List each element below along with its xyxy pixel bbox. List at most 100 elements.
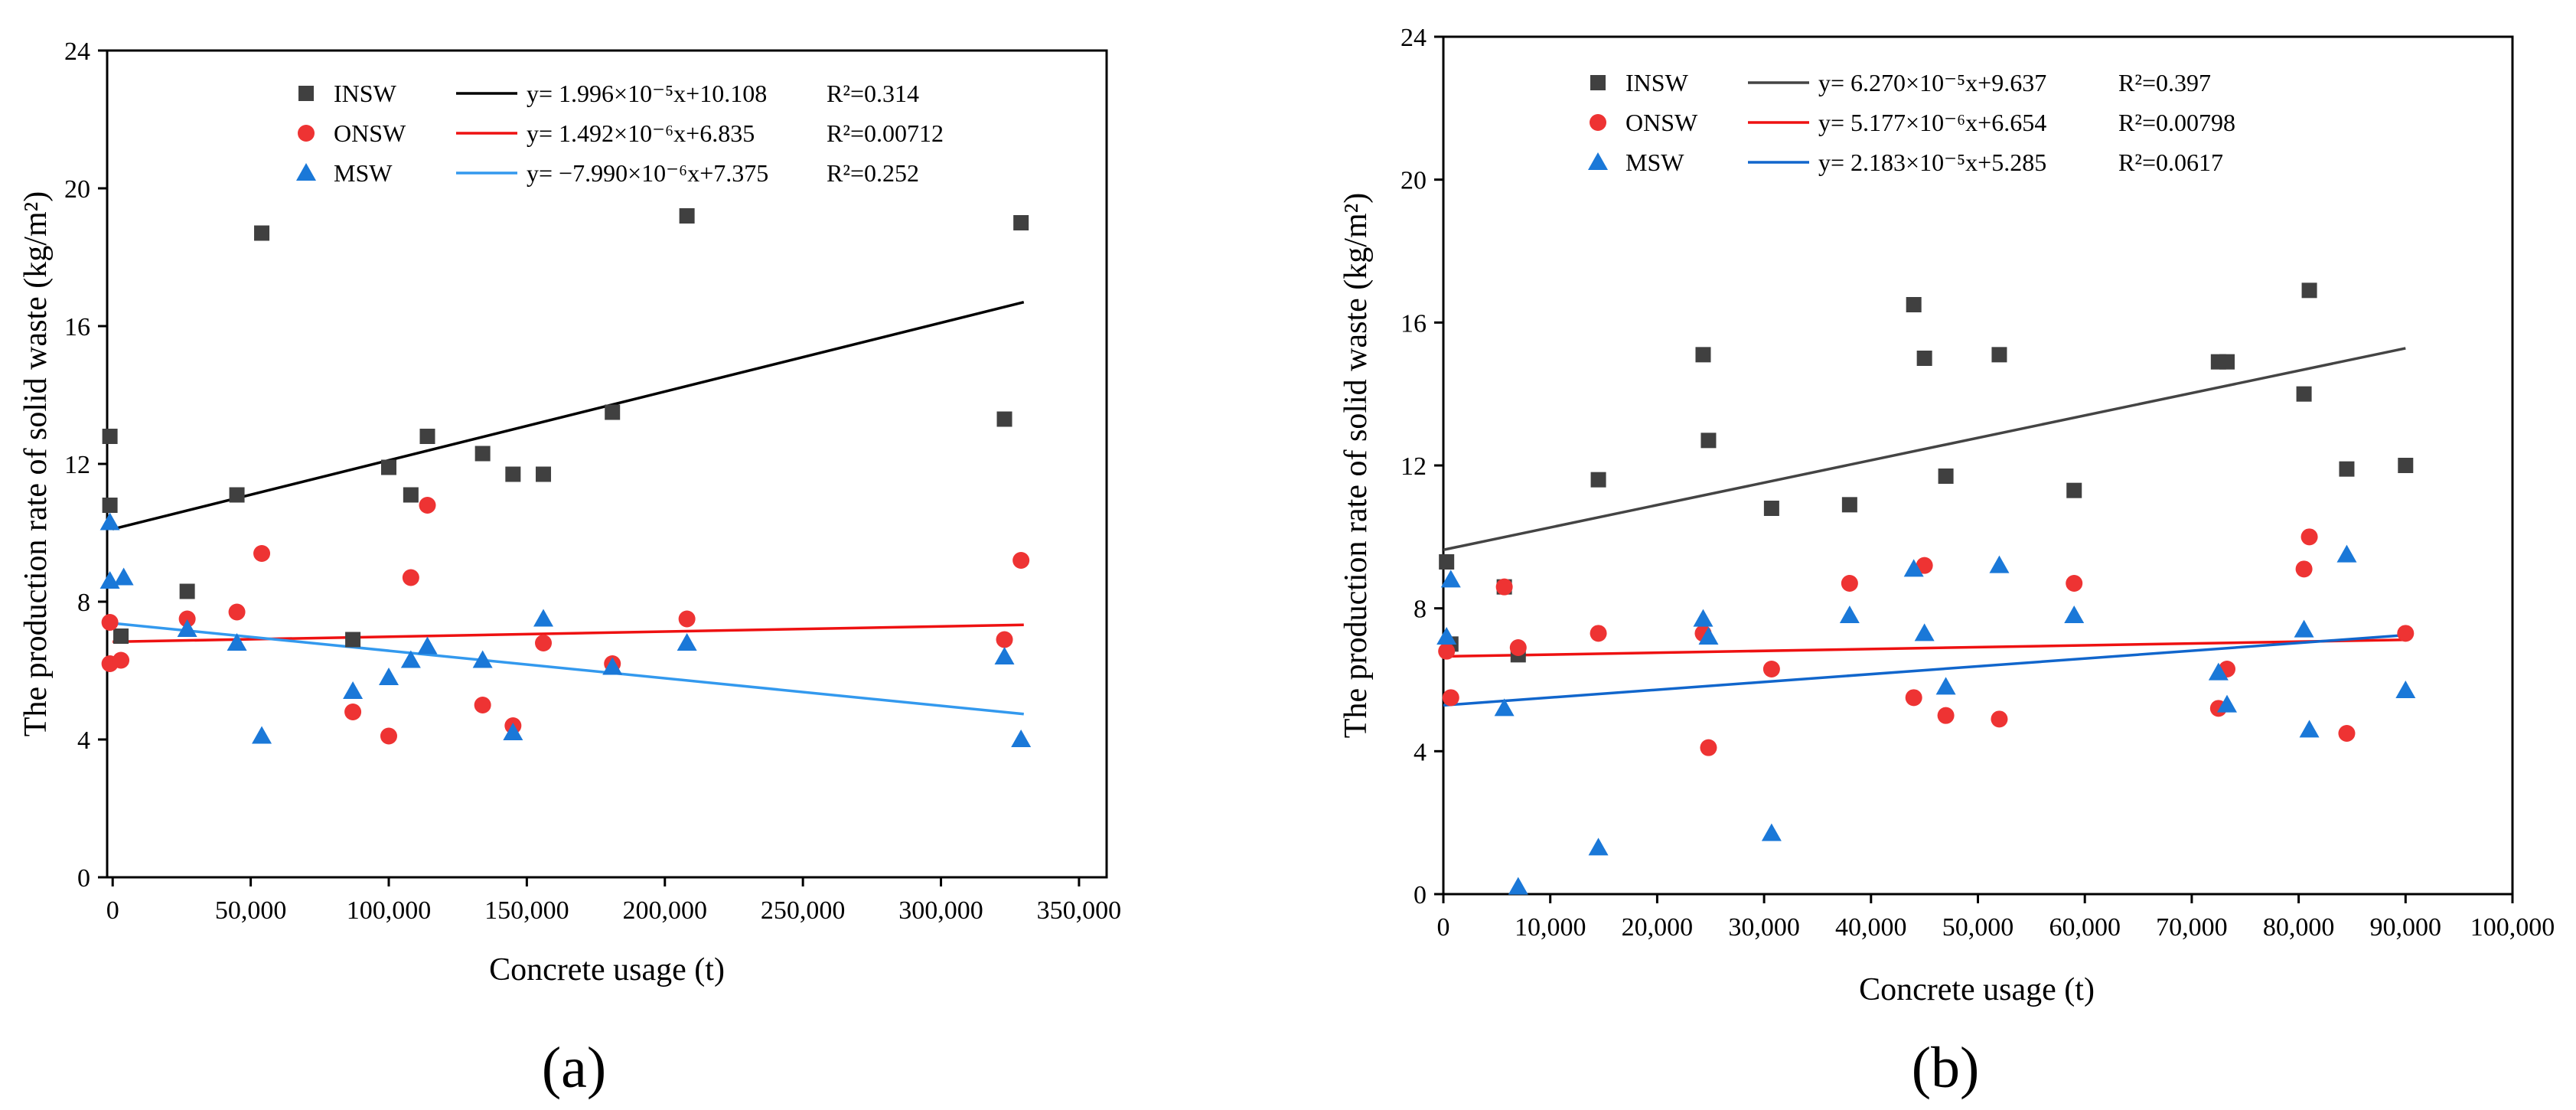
point-b-msw-6 bbox=[1698, 627, 1719, 645]
fit-line-b-msw bbox=[1443, 633, 2406, 707]
x-axis-label-a: Concrete usage (t) bbox=[489, 952, 725, 988]
point-b-onsw-9 bbox=[1905, 689, 1922, 707]
legend-name-a-msw: MSW bbox=[334, 159, 393, 187]
legend-equation-a-msw: y= −7.990×10⁻⁶x+7.375 bbox=[527, 159, 768, 187]
point-b-insw-7 bbox=[1763, 501, 1779, 516]
point-a-insw-4 bbox=[229, 487, 245, 503]
y-tick-label-a-4: 16 bbox=[64, 313, 90, 341]
point-a-insw-15 bbox=[996, 411, 1012, 427]
fit-line-b-insw bbox=[1443, 347, 2406, 551]
x-axis-label-b: Concrete usage (t) bbox=[1859, 972, 2095, 1007]
x-tick-label-b-2: 20,000 bbox=[1622, 913, 1694, 942]
x-tick-label-a-2: 100,000 bbox=[347, 896, 432, 925]
point-b-onsw-10 bbox=[1916, 557, 1933, 574]
point-a-onsw-16 bbox=[1012, 552, 1030, 569]
point-b-insw-13 bbox=[2066, 482, 2082, 498]
x-tick-label-a-6: 300,000 bbox=[898, 896, 983, 925]
y-tick-label-b-4: 16 bbox=[1400, 309, 1427, 338]
point-a-insw-0 bbox=[102, 429, 118, 444]
x-tick-label-a-1: 50,000 bbox=[215, 896, 287, 925]
point-a-msw-7 bbox=[378, 668, 399, 685]
point-b-insw-17 bbox=[2301, 282, 2317, 299]
point-a-msw-4 bbox=[227, 633, 247, 651]
legend-marker-a-insw bbox=[298, 86, 314, 101]
y-axis-label-a: The production rate of solid waste (kg/m… bbox=[18, 191, 54, 736]
x-tick-label-b-1: 10,000 bbox=[1515, 913, 1586, 942]
legend-marker-b-insw bbox=[1590, 75, 1606, 90]
y-tick-label-a-6: 24 bbox=[64, 38, 90, 66]
legend-r2-a-msw: R²=0.252 bbox=[827, 159, 919, 187]
point-b-msw-7 bbox=[1761, 823, 1782, 841]
point-b-onsw-12 bbox=[1991, 710, 2008, 728]
point-a-msw-0 bbox=[99, 512, 120, 531]
series-a-msw bbox=[99, 512, 1032, 747]
point-a-insw-1 bbox=[102, 498, 118, 513]
point-b-msw-18 bbox=[2336, 544, 2357, 563]
point-a-onsw-2 bbox=[112, 651, 130, 669]
point-b-insw-19 bbox=[2398, 458, 2414, 473]
x-tick-label-b-9: 90,000 bbox=[2370, 913, 2442, 942]
point-a-onsw-0 bbox=[101, 614, 119, 631]
point-b-onsw-17 bbox=[2300, 528, 2318, 546]
point-a-msw-9 bbox=[417, 636, 438, 655]
point-b-msw-12 bbox=[1989, 555, 2010, 573]
point-b-msw-5 bbox=[1693, 609, 1714, 627]
point-a-msw-16 bbox=[1011, 730, 1032, 747]
point-a-msw-14 bbox=[677, 633, 697, 651]
point-b-onsw-1 bbox=[1442, 689, 1459, 707]
point-b-onsw-0 bbox=[1438, 642, 1456, 660]
point-b-msw-17 bbox=[2299, 720, 2320, 738]
fit-line-b-onsw bbox=[1443, 638, 2406, 658]
point-b-msw-2 bbox=[1494, 698, 1515, 717]
point-a-onsw-4 bbox=[228, 603, 246, 621]
x-tick-label-a-0: 0 bbox=[106, 896, 119, 925]
point-a-msw-8 bbox=[400, 650, 421, 668]
point-b-onsw-8 bbox=[1841, 575, 1858, 592]
y-tick-label-a-3: 12 bbox=[64, 451, 90, 479]
point-a-insw-16 bbox=[1013, 215, 1029, 230]
x-tick-label-b-5: 50,000 bbox=[1942, 913, 2014, 942]
legend-r2-b-msw: R²=0.0617 bbox=[2118, 149, 2223, 176]
y-tick-label-b-1: 4 bbox=[1414, 738, 1427, 766]
legend-name-b-msw: MSW bbox=[1625, 149, 1684, 176]
point-a-insw-9 bbox=[419, 429, 435, 444]
point-a-insw-7 bbox=[380, 459, 396, 475]
point-a-msw-15 bbox=[994, 647, 1015, 664]
point-a-msw-5 bbox=[252, 726, 272, 744]
legend-equation-b-insw: y= 6.270×10⁻⁵x+9.637 bbox=[1818, 69, 2046, 96]
point-b-insw-15 bbox=[2219, 354, 2235, 370]
point-a-msw-6 bbox=[343, 681, 364, 699]
point-a-insw-3 bbox=[179, 583, 195, 599]
y-tick-label-b-5: 20 bbox=[1400, 167, 1427, 195]
point-a-onsw-15 bbox=[996, 631, 1013, 648]
y-tick-label-b-2: 8 bbox=[1414, 596, 1427, 624]
y-tick-label-a-2: 8 bbox=[77, 589, 90, 617]
point-b-msw-16 bbox=[2294, 619, 2314, 638]
point-b-msw-8 bbox=[1839, 606, 1860, 623]
point-b-insw-5 bbox=[1695, 347, 1711, 363]
y-tick-label-b-6: 24 bbox=[1400, 24, 1427, 52]
point-a-insw-12 bbox=[536, 466, 552, 482]
legend-equation-b-onsw: y= 5.177×10⁻⁶x+6.654 bbox=[1818, 109, 2046, 136]
point-a-onsw-7 bbox=[380, 727, 397, 745]
legend-r2-a-onsw: R²=0.00712 bbox=[827, 119, 944, 147]
chart-panel-b: 0 4 8 12 16 20 24 0 10,000 20,000 30,000 40,000 50,0… bbox=[1339, 24, 2555, 1100]
point-a-insw-2 bbox=[113, 628, 129, 644]
point-a-insw-13 bbox=[605, 404, 621, 420]
point-b-onsw-18 bbox=[2338, 725, 2356, 742]
point-a-onsw-14 bbox=[678, 610, 696, 628]
point-b-onsw-13 bbox=[2066, 575, 2083, 592]
point-b-onsw-4 bbox=[1590, 625, 1607, 642]
point-b-msw-13 bbox=[2064, 606, 2085, 623]
point-a-onsw-3 bbox=[178, 610, 196, 628]
series-a-insw bbox=[102, 208, 1029, 648]
legend-equation-a-onsw: y= 1.492×10⁻⁶x+6.835 bbox=[527, 119, 755, 147]
plot-area-b: 0 4 8 12 16 20 24 0 10,000 20,000 30,000 40,000 50,0… bbox=[1400, 24, 2555, 942]
point-b-insw-10 bbox=[1916, 351, 1932, 366]
point-a-onsw-8 bbox=[402, 569, 419, 586]
point-b-onsw-3 bbox=[1509, 639, 1527, 656]
legend-name-b-onsw: ONSW bbox=[1625, 109, 1698, 136]
point-b-msw-1 bbox=[1440, 570, 1461, 588]
point-b-msw-3 bbox=[1508, 877, 1528, 895]
